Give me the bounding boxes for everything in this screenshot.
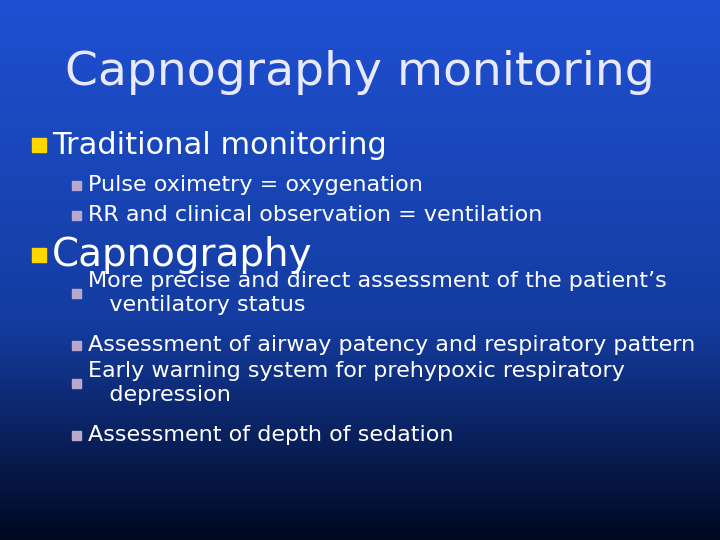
Text: Assessment of depth of sedation: Assessment of depth of sedation bbox=[88, 425, 454, 445]
Text: Pulse oximetry = oxygenation: Pulse oximetry = oxygenation bbox=[88, 175, 423, 195]
Text: Assessment of airway patency and respiratory pattern: Assessment of airway patency and respira… bbox=[88, 335, 696, 355]
Bar bbox=[72, 379, 81, 388]
Text: More precise and direct assessment of the patient’s
   ventilatory status: More precise and direct assessment of th… bbox=[88, 271, 667, 315]
Bar bbox=[32, 138, 46, 152]
Text: Traditional monitoring: Traditional monitoring bbox=[52, 131, 387, 159]
Text: Capnography monitoring: Capnography monitoring bbox=[65, 50, 655, 95]
Bar bbox=[72, 211, 81, 219]
Text: RR and clinical observation = ventilation: RR and clinical observation = ventilatio… bbox=[88, 205, 542, 225]
Bar bbox=[72, 288, 81, 298]
Text: Capnography: Capnography bbox=[52, 236, 312, 274]
Bar bbox=[72, 341, 81, 349]
Text: Early warning system for prehypoxic respiratory
   depression: Early warning system for prehypoxic resp… bbox=[88, 361, 625, 406]
Bar bbox=[72, 180, 81, 190]
Bar bbox=[32, 248, 46, 262]
Bar bbox=[72, 430, 81, 440]
